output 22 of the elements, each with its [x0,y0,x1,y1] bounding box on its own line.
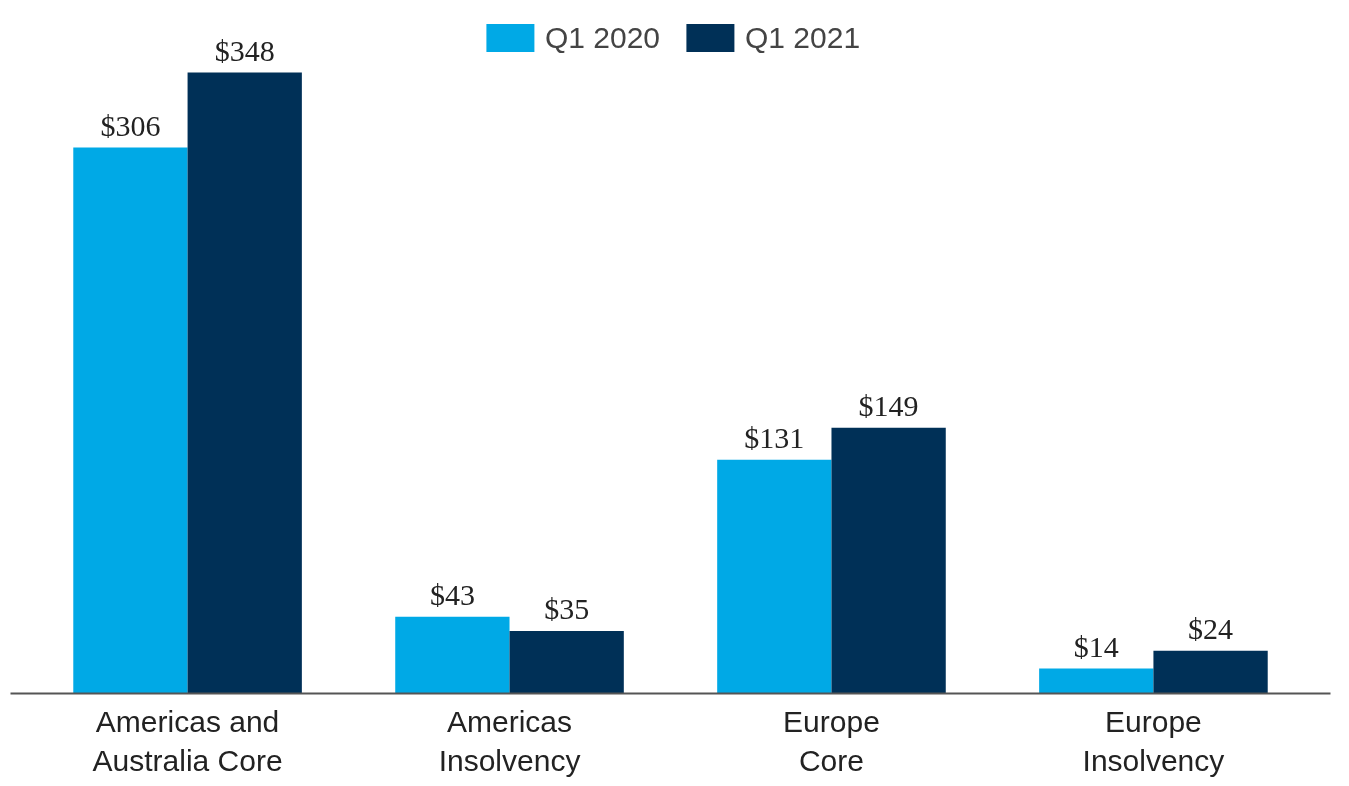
data-label: $348 [214,33,275,67]
data-label: $35 [544,592,590,626]
x-tick-label: Americas and Australia Core [92,704,283,778]
bar [509,631,624,694]
bar [73,147,188,694]
bar [1039,668,1154,694]
bar [395,616,510,694]
data-label: $131 [744,420,805,454]
bar [1153,650,1268,694]
data-label: $14 [1073,629,1119,663]
x-tick-label: Europe Core [783,704,880,778]
legend-label: Q1 2021 [745,20,861,55]
bar [717,459,832,694]
data-label: $306 [100,108,161,142]
bar [187,72,302,694]
data-label: $24 [1188,611,1234,645]
data-label: $149 [858,388,919,422]
legend-label: Q1 2020 [544,20,660,55]
x-tick-label: Americas Insolvency [438,704,581,778]
x-tick-label: Europe Insolvency [1082,704,1225,778]
bar [831,427,946,694]
data-label: $43 [429,577,475,611]
